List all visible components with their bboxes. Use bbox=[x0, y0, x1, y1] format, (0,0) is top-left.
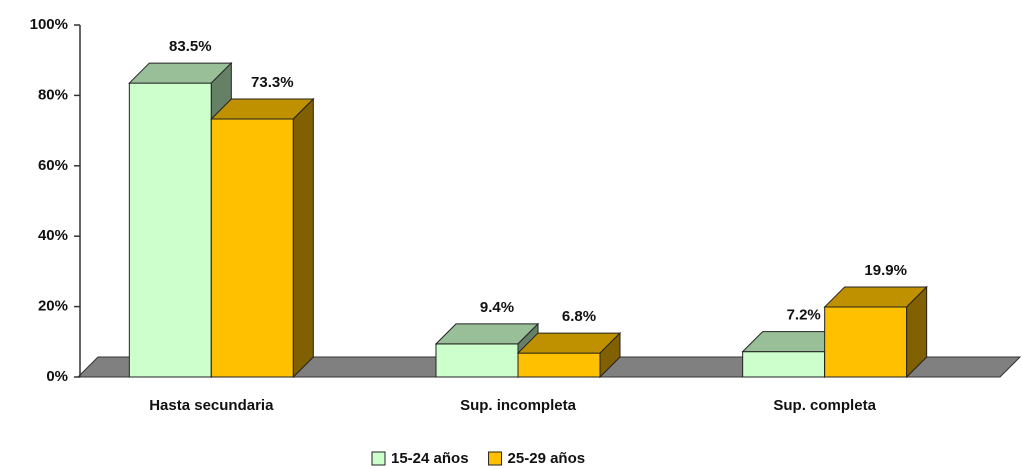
bar-front bbox=[435, 343, 519, 378]
legend-label: 25-29 años bbox=[508, 450, 586, 467]
y-tick-label: 0% bbox=[46, 368, 68, 385]
y-tick-label: 80% bbox=[38, 86, 68, 103]
legend-label: 15-24 años bbox=[391, 450, 469, 467]
data-label: 83.5% bbox=[169, 38, 212, 55]
x-tick-label: Sup. incompleta bbox=[460, 397, 577, 414]
x-tick-label: Hasta secundaria bbox=[149, 397, 274, 414]
x-tick-label: Sup. completa bbox=[773, 397, 876, 414]
y-tick-label: 20% bbox=[38, 298, 68, 315]
data-label: 9.4% bbox=[480, 299, 514, 316]
bar-side bbox=[292, 97, 314, 379]
data-label: 19.9% bbox=[864, 262, 907, 279]
y-tick-label: 40% bbox=[38, 227, 68, 244]
data-label: 73.3% bbox=[251, 74, 294, 91]
bar-front bbox=[824, 306, 908, 378]
legend-swatch bbox=[488, 451, 503, 466]
data-label: 7.2% bbox=[787, 307, 821, 324]
bar-front bbox=[517, 352, 601, 378]
legend-swatch bbox=[371, 451, 386, 466]
bar-side bbox=[599, 331, 621, 379]
bar-front bbox=[128, 82, 212, 378]
bar-front bbox=[210, 118, 294, 378]
y-tick-label: 60% bbox=[38, 157, 68, 174]
data-label: 6.8% bbox=[562, 308, 596, 325]
bar-side bbox=[906, 285, 928, 379]
y-tick-label: 100% bbox=[30, 16, 68, 33]
bar-front bbox=[742, 351, 826, 378]
